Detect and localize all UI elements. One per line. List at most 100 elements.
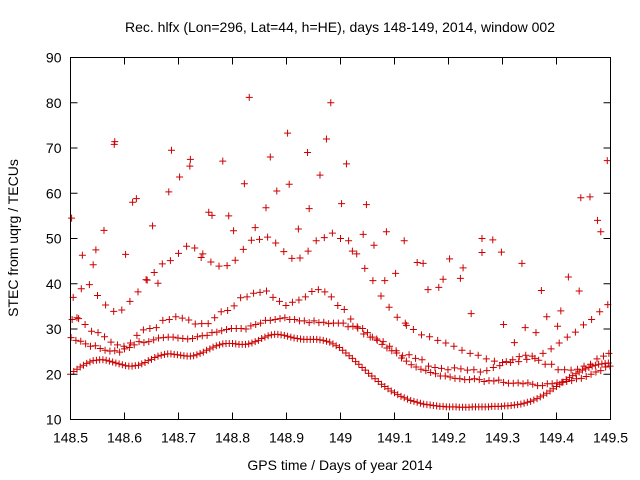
data-point	[456, 375, 464, 383]
data-point	[231, 256, 239, 264]
data-point	[264, 233, 272, 241]
data-point	[82, 340, 90, 348]
data-point	[251, 224, 259, 232]
x-tick-label: 149.2	[431, 430, 466, 446]
data-point	[575, 287, 583, 295]
x-tick-label: 149.5	[593, 430, 628, 446]
data-point	[361, 366, 369, 374]
data-point	[577, 374, 585, 382]
data-point	[442, 339, 450, 347]
data-point	[345, 237, 353, 245]
data-point	[243, 293, 251, 301]
data-point	[514, 379, 522, 387]
data-point	[112, 359, 120, 367]
data-point	[466, 376, 474, 384]
data-point	[359, 325, 367, 333]
data-point	[284, 332, 292, 340]
data-point	[209, 343, 217, 351]
data-point	[141, 358, 149, 366]
data-point	[216, 341, 224, 349]
data-point	[399, 352, 407, 360]
data-point	[252, 320, 260, 328]
data-point	[85, 281, 93, 289]
data-point	[262, 204, 270, 212]
data-point	[532, 329, 540, 337]
data-point	[285, 180, 293, 188]
data-point	[149, 222, 157, 230]
data-point	[166, 257, 174, 265]
data-point	[555, 339, 563, 347]
data-point	[327, 293, 335, 301]
data-point	[138, 360, 146, 368]
data-point	[139, 326, 147, 334]
data-point	[102, 356, 110, 364]
data-point	[328, 229, 336, 237]
data-point	[599, 352, 607, 360]
data-point	[348, 247, 356, 255]
data-point	[148, 355, 155, 363]
data-point	[205, 208, 213, 216]
data-point	[327, 99, 335, 107]
data-point	[410, 397, 418, 405]
y-tick-label: 30	[46, 321, 62, 337]
data-point	[206, 345, 214, 353]
data-point	[539, 349, 547, 357]
data-point	[567, 366, 575, 374]
data-point	[458, 346, 466, 354]
data-point	[126, 297, 134, 305]
data-point	[107, 338, 115, 346]
data-point	[239, 245, 247, 253]
data-point	[211, 314, 219, 322]
data-point	[405, 351, 413, 359]
data-point	[483, 367, 491, 375]
data-point	[366, 333, 374, 341]
x-tick-label: 148.7	[161, 430, 196, 446]
data-point	[409, 325, 417, 333]
data-point	[261, 333, 269, 341]
data-point	[242, 325, 250, 333]
data-point	[446, 373, 454, 381]
x-tick-label: 149.3	[485, 430, 520, 446]
data-point	[527, 397, 535, 405]
data-point	[254, 336, 262, 344]
data-point	[144, 357, 152, 365]
data-point	[524, 379, 532, 387]
data-point	[444, 366, 452, 374]
data-point	[257, 319, 265, 327]
y-tick-label: 40	[46, 276, 62, 292]
data-point	[373, 336, 381, 344]
data-point	[435, 283, 443, 291]
data-point	[535, 356, 543, 364]
data-point	[422, 367, 430, 375]
data-point	[240, 180, 248, 188]
data-point	[186, 162, 194, 170]
data-point	[75, 315, 83, 323]
data-point	[568, 377, 576, 385]
data-point	[225, 212, 233, 220]
data-point	[196, 349, 204, 357]
data-point	[272, 239, 280, 247]
data-point	[402, 357, 410, 365]
data-point	[466, 349, 474, 357]
data-point	[322, 135, 330, 143]
data-point	[273, 187, 281, 195]
data-point	[224, 306, 232, 314]
data-point	[94, 329, 102, 337]
data-point	[563, 377, 571, 385]
data-point	[271, 315, 279, 323]
x-tick-label: 148.6	[107, 430, 142, 446]
data-point	[426, 333, 434, 341]
data-point	[475, 376, 483, 384]
data-point	[321, 288, 329, 296]
data-point	[397, 392, 405, 400]
data-point	[413, 258, 421, 266]
data-point	[353, 250, 361, 258]
data-point	[126, 339, 134, 347]
data-point	[521, 324, 529, 332]
x-tick-label: 148.9	[269, 430, 304, 446]
data-point	[373, 335, 381, 343]
data-point	[135, 361, 143, 369]
data-point	[198, 320, 206, 328]
data-point	[543, 313, 551, 321]
data-point	[342, 160, 350, 168]
